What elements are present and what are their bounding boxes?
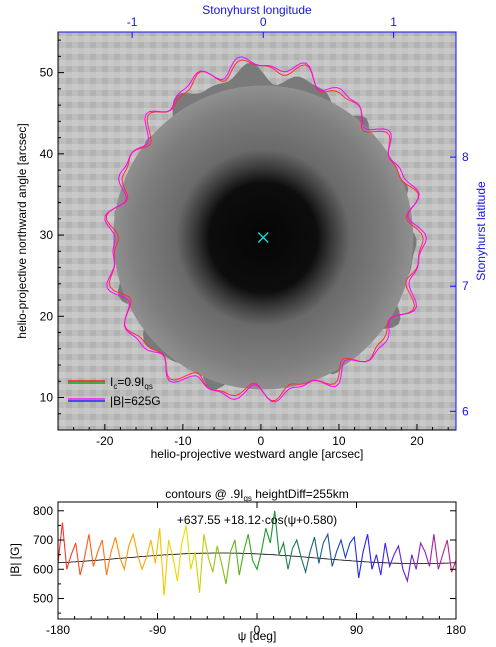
profile-title: contours @ .9Iqs heightDiff=255km <box>165 487 349 503</box>
fit-formula: +637.55 +18.12·cos(ψ+0.580) <box>177 513 337 527</box>
profile-y-tick-label: 700 <box>33 533 53 547</box>
profile-x-label: ψ [deg] <box>238 629 277 643</box>
y-tick-label: 50 <box>40 66 54 80</box>
contour-b <box>104 56 427 403</box>
top-tick-label: 1 <box>390 15 397 29</box>
series-line <box>58 510 456 596</box>
x-tick-label: -10 <box>174 434 192 448</box>
legend: Ic=0.9Iqs |B|=625G <box>68 375 161 408</box>
legend-label-b: |B|=625G <box>110 394 161 408</box>
right-axis-label: Stonyhurst latitude <box>474 181 488 281</box>
profile-x-tick-label: 0 <box>254 623 261 637</box>
profile-x-tick-label: -180 <box>46 623 70 637</box>
y-tick-label: 40 <box>40 147 54 161</box>
profile-y-tick-label: 500 <box>33 592 53 606</box>
profile-y-tick-label: 800 <box>33 504 53 518</box>
top-axis-label: Stonyhurst longitude <box>202 3 312 17</box>
profile-ticks: -180 -90 0 90 180 500 600 700 800 <box>33 502 466 637</box>
contour-ic <box>105 59 424 402</box>
x-axis-label: helio-projective westward angle [arcsec] <box>151 447 364 461</box>
right-tick-label: 8 <box>462 150 469 164</box>
center-marker <box>257 232 269 243</box>
profile-y-tick-label: 600 <box>33 562 53 576</box>
profile-x-tick-label: 180 <box>446 623 466 637</box>
y-axis-label: helio-projective northward angle [arcsec… <box>15 123 29 338</box>
x-tick-label: 10 <box>332 434 346 448</box>
y-tick-label: 30 <box>40 228 54 242</box>
x-tick-label: 0 <box>258 434 265 448</box>
fit-curve <box>58 552 456 564</box>
y-tick-label: 10 <box>40 391 54 405</box>
center-marker-stroke-2 <box>257 232 269 243</box>
x-tick-label: 20 <box>410 434 424 448</box>
field-profile-panel: contours @ .9Iqs heightDiff=255km +637.5… <box>8 487 466 643</box>
right-tick-label: 6 <box>462 404 469 418</box>
profile-y-label: |B| [G] <box>8 543 22 577</box>
profile-x-tick-label: -90 <box>149 623 167 637</box>
y-tick-label: 20 <box>40 309 54 323</box>
contour-lines <box>104 56 427 403</box>
top-tick-label: 0 <box>260 15 267 29</box>
profile-x-tick-label: 90 <box>350 623 364 637</box>
right-tick-label: 7 <box>462 279 469 293</box>
x-tick-label: -20 <box>96 434 114 448</box>
top-tick-label: -1 <box>127 15 138 29</box>
legend-label-ic: Ic=0.9Iqs <box>110 375 153 391</box>
